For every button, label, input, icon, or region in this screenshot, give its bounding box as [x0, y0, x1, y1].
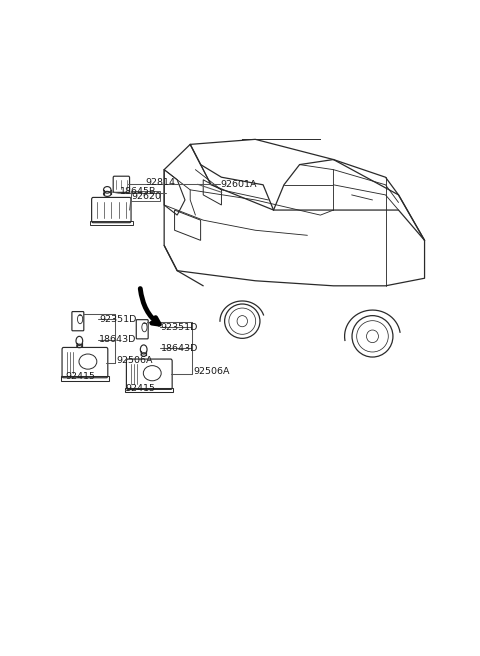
- Text: 92814: 92814: [145, 178, 176, 187]
- Text: 92620: 92620: [131, 192, 161, 201]
- Bar: [125, 388, 173, 392]
- Text: 92351D: 92351D: [160, 323, 198, 332]
- Text: 92506A: 92506A: [117, 356, 153, 365]
- Text: 92351D: 92351D: [99, 315, 136, 323]
- Text: 18645B: 18645B: [120, 187, 156, 196]
- Text: 18643D: 18643D: [99, 335, 136, 344]
- Bar: [61, 377, 109, 380]
- Text: 92415: 92415: [126, 384, 156, 393]
- Text: 92415: 92415: [65, 372, 95, 381]
- Bar: [90, 221, 132, 225]
- Text: 92506A: 92506A: [193, 367, 229, 376]
- Text: 92601A: 92601A: [221, 180, 257, 189]
- Text: 18643D: 18643D: [160, 344, 198, 353]
- Bar: [132, 192, 160, 201]
